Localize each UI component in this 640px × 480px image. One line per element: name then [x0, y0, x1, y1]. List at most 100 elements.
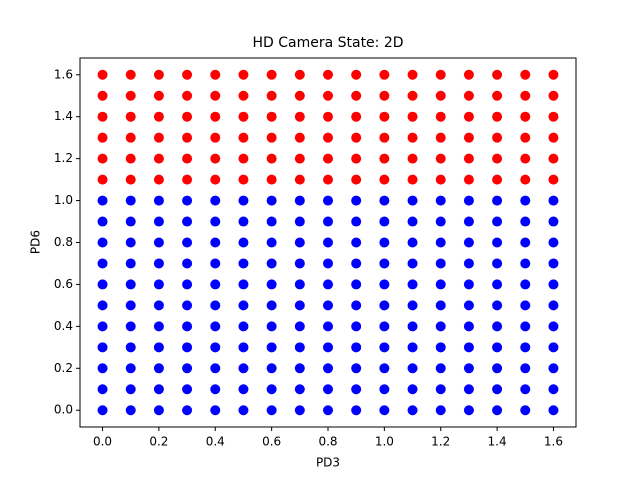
- point: [379, 384, 390, 395]
- point: [435, 321, 446, 332]
- point: [266, 216, 277, 227]
- point: [238, 90, 249, 101]
- point: [266, 384, 277, 395]
- point: [520, 195, 531, 206]
- point: [266, 153, 277, 164]
- point: [351, 216, 362, 227]
- point: [520, 384, 531, 395]
- point: [463, 132, 474, 143]
- point: [548, 279, 559, 290]
- point: [520, 321, 531, 332]
- point: [379, 258, 390, 269]
- point: [153, 174, 164, 185]
- point: [435, 174, 446, 185]
- plot-area: [97, 69, 559, 416]
- point: [266, 300, 277, 311]
- point: [210, 300, 221, 311]
- point: [492, 237, 503, 248]
- point: [153, 321, 164, 332]
- point: [266, 363, 277, 374]
- point: [379, 279, 390, 290]
- point: [97, 384, 108, 395]
- point: [351, 111, 362, 122]
- point: [266, 279, 277, 290]
- point: [379, 237, 390, 248]
- point: [97, 300, 108, 311]
- x-tick-label: 1.6: [544, 435, 563, 449]
- point: [548, 216, 559, 227]
- point: [153, 363, 164, 374]
- point: [351, 132, 362, 143]
- point: [379, 363, 390, 374]
- point: [266, 195, 277, 206]
- point: [323, 363, 333, 374]
- point: [379, 90, 390, 101]
- point: [492, 195, 503, 206]
- point: [407, 405, 418, 416]
- point: [548, 300, 559, 311]
- x-tick-label: 0.6: [262, 435, 281, 449]
- point: [182, 216, 193, 227]
- point: [97, 153, 108, 164]
- point: [238, 174, 249, 185]
- point: [238, 300, 249, 311]
- point: [97, 342, 108, 353]
- point: [294, 111, 305, 122]
- point: [238, 153, 249, 164]
- point: [210, 195, 221, 206]
- point: [323, 342, 333, 353]
- point: [548, 69, 559, 80]
- point: [520, 405, 531, 416]
- point: [125, 132, 136, 143]
- point: [520, 69, 531, 80]
- point: [351, 153, 362, 164]
- point: [548, 258, 559, 269]
- point: [379, 132, 390, 143]
- point: [548, 321, 559, 332]
- point: [294, 321, 305, 332]
- point: [294, 195, 305, 206]
- x-tick-label: 1.4: [488, 435, 507, 449]
- point: [548, 405, 559, 416]
- point: [210, 321, 221, 332]
- point: [548, 174, 559, 185]
- point: [463, 300, 474, 311]
- point: [210, 132, 221, 143]
- point: [266, 258, 277, 269]
- y-axis-label: PD6: [29, 230, 43, 254]
- point: [520, 111, 531, 122]
- point: [323, 195, 333, 206]
- point: [520, 237, 531, 248]
- point: [520, 342, 531, 353]
- x-tick-label: 1.2: [431, 435, 450, 449]
- point: [238, 321, 249, 332]
- point: [238, 195, 249, 206]
- point: [153, 405, 164, 416]
- point: [463, 237, 474, 248]
- point: [97, 279, 108, 290]
- point: [520, 258, 531, 269]
- point: [463, 216, 474, 227]
- point: [520, 300, 531, 311]
- point: [182, 237, 193, 248]
- point: [153, 111, 164, 122]
- point: [182, 405, 193, 416]
- y-tick-label: 0.8: [54, 235, 73, 249]
- point: [210, 342, 221, 353]
- point: [323, 153, 333, 164]
- point: [238, 279, 249, 290]
- point: [153, 132, 164, 143]
- point: [379, 321, 390, 332]
- point: [435, 132, 446, 143]
- point: [351, 279, 362, 290]
- point: [323, 279, 333, 290]
- point: [238, 111, 249, 122]
- point: [520, 174, 531, 185]
- point: [492, 69, 503, 80]
- point: [379, 216, 390, 227]
- point: [266, 342, 277, 353]
- point: [407, 174, 418, 185]
- point: [548, 195, 559, 206]
- point: [492, 174, 503, 185]
- point: [182, 321, 193, 332]
